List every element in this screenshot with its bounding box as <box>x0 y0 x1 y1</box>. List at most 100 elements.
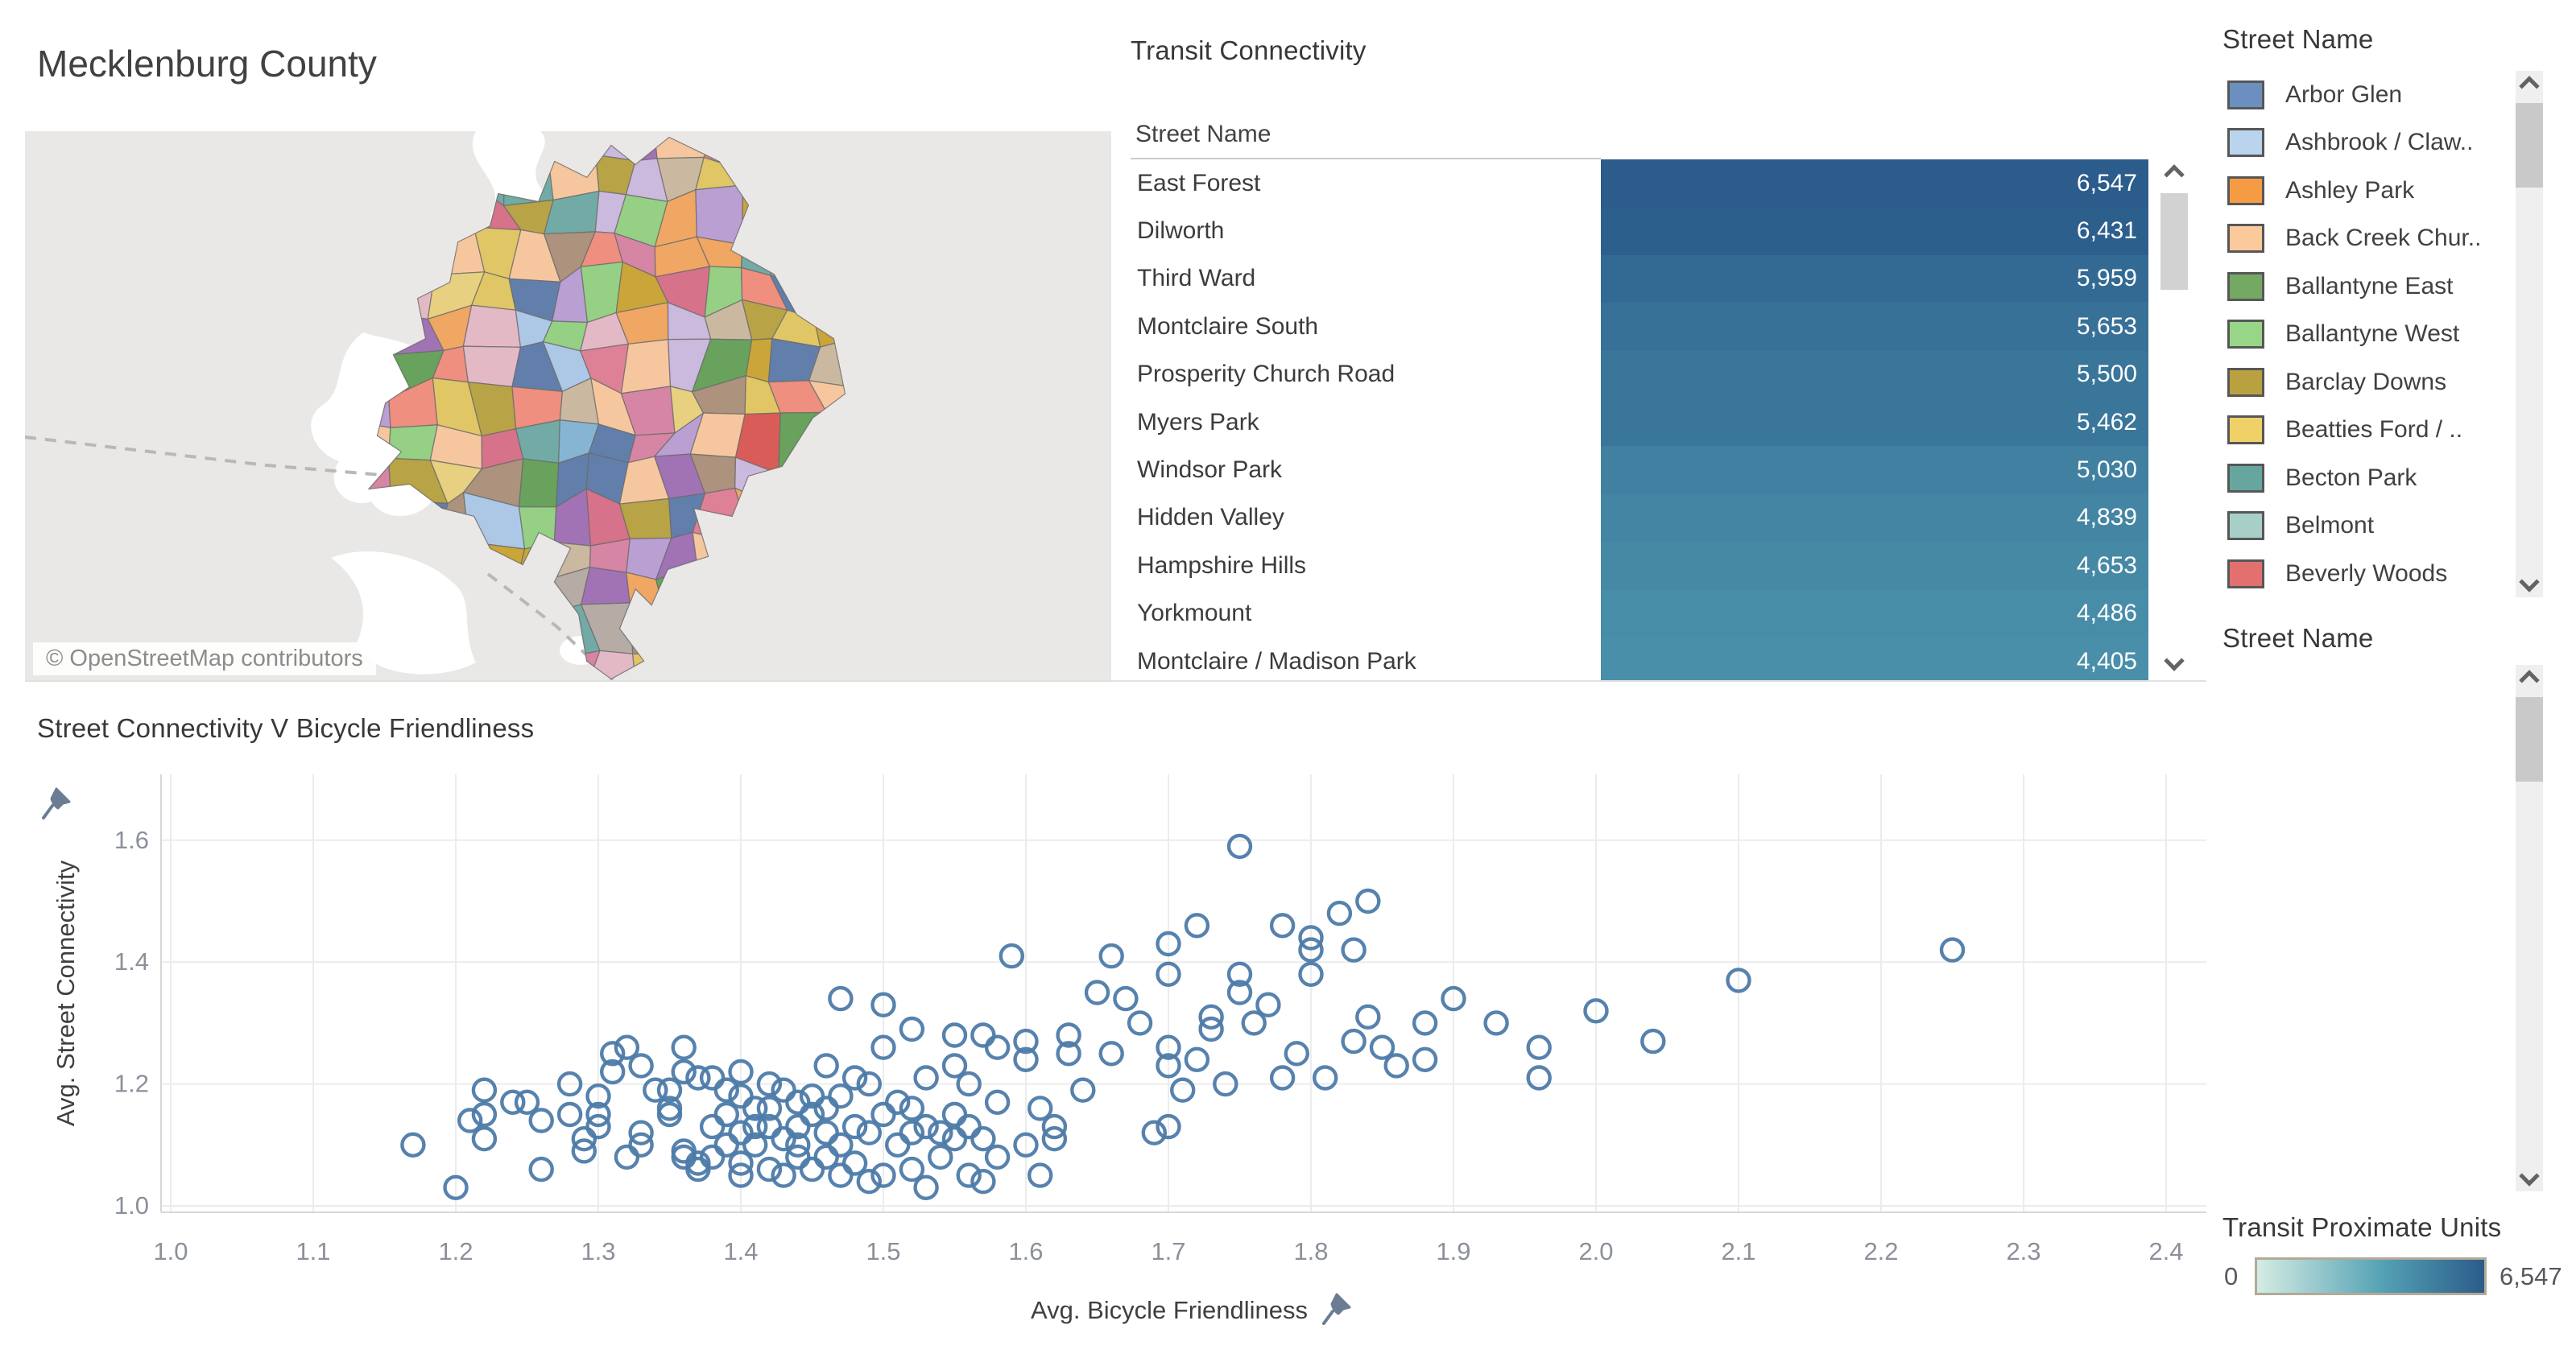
gradient-max-label: 6,547 <box>2500 1262 2562 1290</box>
boundary-dashed-lines <box>25 435 614 680</box>
legend-label: Ballantyne East <box>2285 272 2454 299</box>
svg-text:1.2: 1.2 <box>438 1237 473 1265</box>
legend-item[interactable]: Beatties Ford / .. <box>2227 407 2462 455</box>
transit-bar[interactable]: 5,653 <box>1601 303 2148 351</box>
street-name-label: Windsor Park <box>1137 456 1283 484</box>
svg-text:1.3: 1.3 <box>581 1237 615 1265</box>
legend-label: Belmont <box>2285 512 2375 539</box>
transit-bar[interactable]: 4,653 <box>1601 542 2148 590</box>
transit-scroll-up[interactable] <box>2160 161 2188 188</box>
transit-value-label: 5,500 <box>2076 361 2137 388</box>
legend-item[interactable]: Belmont <box>2227 502 2374 551</box>
transit-value-label: 5,030 <box>2076 456 2137 484</box>
svg-text:1.0: 1.0 <box>114 1191 149 1220</box>
color-swatch <box>2227 271 2264 301</box>
county-map[interactable]: © OpenStreetMap contributors <box>25 131 1111 680</box>
legend-item[interactable]: Ashley Park <box>2227 167 2414 215</box>
legend-item[interactable]: Barclay Downs <box>2227 358 2446 407</box>
transit-column-header: Street Name <box>1135 121 1271 147</box>
transit-units-gradient-bar <box>2255 1257 2487 1295</box>
legend-label: Beatties Ford / .. <box>2285 416 2463 444</box>
transit-row[interactable]: Dilworth 6,431 <box>1131 207 2148 255</box>
svg-text:1.6: 1.6 <box>114 826 149 854</box>
transit-row[interactable]: Third Ward 5,959 <box>1131 254 2148 303</box>
svg-text:1.2: 1.2 <box>114 1070 149 1098</box>
filter-scroll-thumb[interactable] <box>2516 697 2543 782</box>
color-swatch <box>2227 415 2264 445</box>
transit-row[interactable]: Myers Park 5,462 <box>1131 398 2148 447</box>
transit-row[interactable]: Hampshire Hills 4,653 <box>1131 542 2148 590</box>
transit-value-label: 5,653 <box>2076 312 2137 340</box>
transit-row[interactable]: Prosperity Church Road 5,500 <box>1131 350 2148 398</box>
pin-icon[interactable] <box>1322 1293 1351 1325</box>
street-name-label: Myers Park <box>1137 408 1259 435</box>
legend-item[interactable]: Arbor Glen <box>2227 71 2402 119</box>
legend-scroll-thumb[interactable] <box>2516 103 2543 188</box>
transit-bar-list[interactable]: East Forest 6,547 Dilworth 6,431 Third Ward 5… <box>1131 159 2148 680</box>
transit-panel-title: Transit Connectivity <box>1131 35 1367 65</box>
transit-row[interactable]: Montclaire / Madison Park 4,405 <box>1131 637 2148 680</box>
legend-scroll-up[interactable] <box>2516 72 2543 100</box>
color-swatch <box>2227 175 2264 205</box>
filter-scroll-down[interactable] <box>2516 1162 2543 1190</box>
color-swatch <box>2227 367 2264 397</box>
legend-item[interactable]: Ashbrook / Claw.. <box>2227 119 2473 167</box>
legend-label: Back Creek Chur.. <box>2285 225 2482 252</box>
street-name-label: Hidden Valley <box>1137 504 1284 531</box>
color-swatch <box>2227 559 2264 588</box>
legend-scroll-down[interactable] <box>2516 568 2543 596</box>
legend-item[interactable]: Becton Park <box>2227 454 2417 502</box>
color-swatch <box>2227 224 2264 254</box>
svg-text:2.0: 2.0 <box>1578 1237 1613 1265</box>
svg-text:2.2: 2.2 <box>1863 1237 1898 1265</box>
transit-value-label: 4,839 <box>2076 504 2137 531</box>
legend-item[interactable]: Beverly Woods <box>2227 550 2447 598</box>
svg-text:1.9: 1.9 <box>1436 1237 1470 1265</box>
street-name-label: Dilworth <box>1137 217 1225 245</box>
transit-row[interactable]: Windsor Park 5,030 <box>1131 446 2148 494</box>
color-swatch <box>2227 80 2264 109</box>
section-divider <box>25 680 2206 682</box>
transit-bar[interactable]: 4,839 <box>1601 493 2148 543</box>
transit-bar[interactable]: 4,405 <box>1601 637 2148 680</box>
chevron-down-icon <box>2519 572 2540 592</box>
transit-row[interactable]: East Forest 6,547 <box>1131 159 2148 208</box>
transit-value-label: 5,959 <box>2076 265 2137 292</box>
transit-bar[interactable]: 5,500 <box>1601 350 2148 398</box>
legend-label: Arbor Glen <box>2285 80 2403 108</box>
svg-text:Avg. Bicycle Friendliness: Avg. Bicycle Friendliness <box>1031 1296 1308 1324</box>
transit-scroll-thumb[interactable] <box>2160 193 2188 290</box>
legend-label: Ballantyne West <box>2285 320 2460 348</box>
filter-scroll-up[interactable] <box>2516 667 2543 694</box>
legend-item[interactable]: Ballantyne West <box>2227 311 2459 359</box>
filter-title: Street Name <box>2222 623 2374 653</box>
map-canvas <box>25 131 846 680</box>
legend-label: Barclay Downs <box>2285 368 2447 395</box>
svg-text:1.5: 1.5 <box>866 1237 900 1265</box>
transit-bar[interactable]: 4,486 <box>1601 589 2148 638</box>
transit-value-label: 4,653 <box>2076 551 2137 579</box>
street-name-label: Montclaire / Madison Park <box>1137 647 1416 675</box>
transit-bar[interactable]: 5,462 <box>1601 398 2148 447</box>
chevron-up-icon <box>2164 164 2185 185</box>
transit-bar[interactable]: 5,030 <box>1601 446 2148 494</box>
street-name-label: Hampshire Hills <box>1137 551 1307 579</box>
transit-bar[interactable]: 6,431 <box>1601 207 2148 255</box>
color-swatch <box>2227 128 2264 158</box>
transit-row[interactable]: Yorkmount 4,486 <box>1131 589 2148 638</box>
transit-value-label: 5,462 <box>2076 408 2137 435</box>
legend-item[interactable]: Back Creek Chur.. <box>2227 215 2481 263</box>
transit-bar[interactable]: 6,547 <box>1601 159 2148 208</box>
transit-bar[interactable]: 5,959 <box>1601 254 2148 303</box>
transit-row[interactable]: Montclaire South 5,653 <box>1131 303 2148 351</box>
transit-value-label: 6,431 <box>2076 217 2137 245</box>
scatter-plot[interactable]: 1.0 1.2 1.4 1.6 1.0 1.1 1.2 1.3 1.4 1.5 1.6 1.7 1.8 1… <box>0 692 2214 1362</box>
street-name-label: Yorkmount <box>1137 600 1252 627</box>
legend-title: Street Name <box>2222 24 2374 54</box>
transit-row[interactable]: Hidden Valley 4,839 <box>1131 493 2148 543</box>
svg-text:1.8: 1.8 <box>1293 1237 1328 1265</box>
legend-item[interactable]: Ballantyne East <box>2227 262 2453 311</box>
pin-icon[interactable] <box>42 787 71 819</box>
color-swatch <box>2227 511 2264 541</box>
legend-label: Ashley Park <box>2285 176 2415 204</box>
